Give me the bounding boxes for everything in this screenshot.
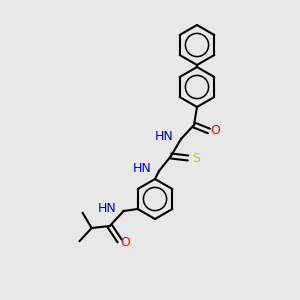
Text: O: O [210, 124, 220, 137]
Text: HN: HN [154, 130, 173, 143]
Text: S: S [192, 152, 200, 164]
Text: HN: HN [132, 163, 151, 176]
Text: O: O [121, 236, 130, 250]
Text: HN: HN [98, 202, 117, 215]
